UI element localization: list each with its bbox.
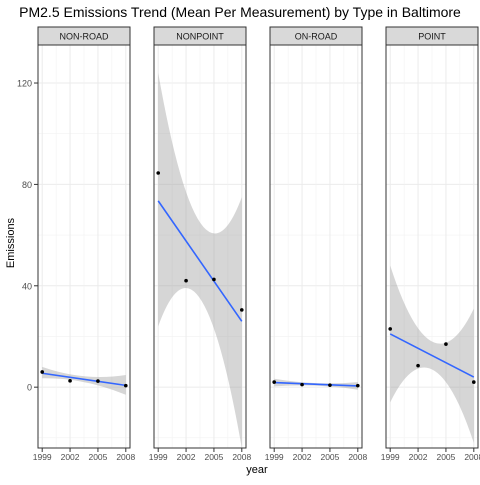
x-tick-label: 2008	[232, 452, 251, 462]
panel-border	[37, 44, 131, 449]
y-tick-label: 0	[27, 383, 32, 393]
data-point	[444, 342, 448, 346]
data-point	[184, 278, 188, 283]
facet-panel-nonpoint: NONPOINT 1999 2002 2005 2008	[149, 26, 252, 462]
data-point	[96, 379, 100, 383]
data-point	[356, 383, 360, 388]
facet-strip-label: ON-ROAD	[295, 32, 338, 42]
data-point	[388, 327, 393, 331]
data-point	[300, 382, 304, 387]
x-tick-label: 1999	[149, 452, 168, 462]
data-point	[68, 379, 72, 383]
data-point	[212, 277, 216, 282]
y-tick-label: 80	[22, 180, 32, 190]
facet-panel-on-road: ON-ROAD 1999 2002 2005 2008	[265, 26, 368, 462]
x-tick-label: 2005	[320, 452, 339, 462]
confidence-band	[390, 265, 474, 443]
data-point	[328, 383, 332, 387]
facet-strip-label: NONPOINT	[176, 32, 224, 42]
x-tick-label: 2002	[61, 452, 80, 462]
y-tick-labels: 0 40 80 120	[17, 79, 38, 393]
facet-panel-non-road: NON-ROAD 1999 2002 2005 2008	[33, 26, 136, 462]
trend-line	[274, 381, 358, 387]
panel-border	[153, 44, 247, 449]
trend-line	[42, 372, 126, 387]
x-tick-label: 1999	[265, 452, 284, 462]
x-tick-label: 2005	[204, 452, 223, 462]
trend-line	[157, 200, 243, 322]
y-axis-label: Emissions	[5, 217, 17, 268]
x-tick-label: 1999	[33, 452, 52, 462]
facet-strip-label: NON-ROAD	[60, 32, 109, 42]
chart-title: PM2.5 Emissions Trend (Mean Per Measurem…	[19, 4, 461, 20]
x-tick-label: 2008	[348, 452, 367, 462]
x-tick-label: 2005	[436, 452, 455, 462]
x-axis-label: year	[246, 464, 268, 476]
facet-strip-label: POINT	[418, 32, 446, 42]
y-tick-label: 120	[17, 79, 32, 89]
y-tick-label: 40	[22, 281, 32, 291]
x-tick-label: 1999	[381, 452, 400, 462]
confidence-band	[42, 366, 126, 395]
data-point	[272, 380, 277, 384]
x-tick-label: 2005	[88, 452, 107, 462]
data-point	[240, 308, 244, 312]
x-tick-label: 2002	[293, 452, 312, 462]
x-tick-label: 2002	[177, 452, 196, 462]
panel-border	[385, 44, 479, 449]
facet-panel-point: POINT 1999 2002 2005 2008	[381, 26, 480, 462]
x-tick-label: 2008	[116, 452, 135, 462]
data-point	[156, 171, 160, 175]
panel-border	[269, 44, 363, 449]
data-point	[124, 383, 128, 388]
data-point	[416, 363, 420, 368]
x-tick-label: 2008	[464, 452, 480, 462]
data-point	[472, 380, 476, 384]
data-point	[40, 370, 44, 374]
x-tick-label: 2002	[409, 452, 428, 462]
trend-line	[389, 333, 475, 378]
